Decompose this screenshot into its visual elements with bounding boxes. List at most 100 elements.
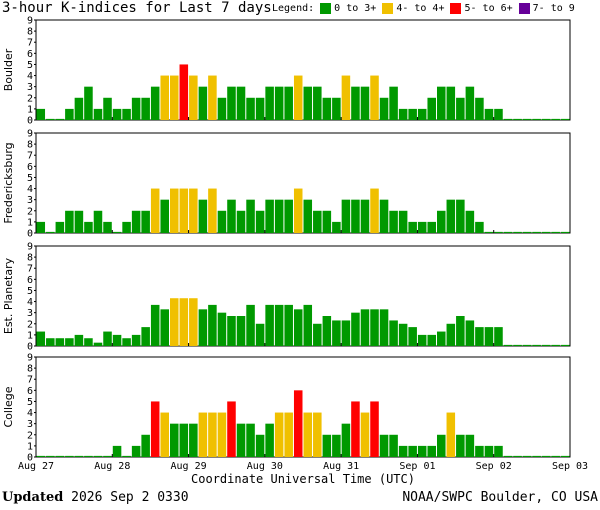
y-tick-label-0-6: 6 — [27, 49, 33, 60]
bar-2-9 — [122, 338, 131, 346]
x-tick-label-2: Aug 29 — [171, 461, 207, 472]
y-tick-label-0-0: 0 — [27, 116, 33, 127]
y-tick-label-2-5: 5 — [27, 286, 33, 297]
bar-2-33 — [351, 312, 360, 346]
bar-3-6 — [93, 455, 103, 457]
y-tick-label-0-7: 7 — [27, 38, 33, 49]
bar-3-47 — [484, 445, 494, 457]
bar-1-6 — [93, 210, 103, 233]
bar-1-28 — [303, 199, 313, 233]
bar-2-49 — [503, 344, 513, 346]
bar-1-25 — [274, 199, 284, 233]
bar-2-14 — [170, 298, 179, 346]
y-tick-label-1-9: 9 — [27, 129, 33, 140]
legend-label: Legend: — [272, 3, 315, 14]
bar-3-12 — [150, 401, 160, 457]
y-tick-label-2-6: 6 — [27, 275, 33, 286]
bar-3-18 — [208, 412, 217, 457]
bar-1-3 — [65, 210, 74, 233]
bar-2-22 — [246, 304, 255, 346]
legend-swatch-3 — [518, 3, 530, 14]
bar-3-30 — [322, 434, 332, 457]
bar-1-33 — [351, 199, 360, 233]
bar-2-53 — [541, 344, 551, 346]
y-tick-label-1-3: 3 — [27, 195, 33, 206]
bar-0-54 — [551, 118, 560, 120]
y-tick-label-2-1: 1 — [27, 330, 33, 341]
bar-0-51 — [522, 118, 532, 120]
y-tick-label-0-5: 5 — [27, 60, 33, 71]
bar-0-46 — [475, 97, 484, 120]
legend-item-2: 5- to 6+ — [464, 3, 513, 14]
bar-3-17 — [198, 412, 208, 457]
bar-0-31 — [332, 97, 341, 120]
legend-item-1: 4- to 4+ — [396, 3, 445, 14]
bar-2-6 — [93, 342, 103, 346]
bar-0-8 — [112, 108, 122, 120]
bar-2-34 — [360, 309, 370, 346]
bar-3-54 — [551, 455, 560, 457]
bar-1-7 — [103, 221, 112, 233]
y-tick-label-1-4: 4 — [27, 184, 33, 195]
bar-2-29 — [313, 323, 322, 346]
bar-2-41 — [427, 334, 436, 346]
bar-0-3 — [65, 108, 74, 120]
bar-0-13 — [160, 75, 169, 120]
bar-2-23 — [255, 323, 265, 346]
panel-frame-0 — [35, 19, 571, 121]
bar-2-37 — [389, 320, 398, 346]
bar-1-23 — [255, 210, 265, 233]
bar-2-25 — [274, 304, 284, 346]
y-tick-label-1-1: 1 — [27, 217, 33, 228]
bar-0-12 — [150, 86, 160, 120]
bar-3-10 — [131, 445, 141, 457]
bar-0-2 — [55, 118, 65, 120]
bar-0-29 — [313, 86, 322, 120]
y-tick-label-3-2: 2 — [27, 430, 33, 441]
panel-label-0: Boulder — [2, 48, 15, 91]
bar-1-20 — [227, 199, 236, 233]
bar-0-28 — [303, 86, 313, 120]
bar-1-31 — [332, 221, 341, 233]
legend: Legend: 0 to 3+ 4- to 4+ 5- to 6+ 7- to … — [272, 3, 576, 14]
bar-2-30 — [322, 316, 332, 346]
bar-1-52 — [532, 231, 541, 233]
bar-2-8 — [112, 334, 122, 346]
bar-2-48 — [494, 327, 503, 346]
bar-3-16 — [189, 423, 198, 457]
bar-3-53 — [541, 455, 551, 457]
legend-item-0: 0 to 3+ — [334, 3, 377, 14]
bar-3-42 — [437, 434, 446, 457]
y-tick-label-0-4: 4 — [27, 71, 33, 82]
y-tick-label-3-7: 7 — [27, 375, 33, 386]
x-axis-label: Coordinate Universal Time (UTC) — [191, 472, 415, 486]
bar-3-21 — [236, 423, 246, 457]
legend-swatch-0 — [320, 3, 332, 14]
panel-frame-1 — [35, 132, 571, 234]
bar-3-50 — [513, 455, 522, 457]
bar-0-33 — [351, 86, 360, 120]
bar-2-7 — [103, 331, 112, 346]
bar-2-42 — [437, 331, 446, 346]
bar-0-49 — [503, 118, 513, 120]
bar-1-45 — [465, 210, 475, 233]
credit-footer: NOAA/SWPC Boulder, CO USA — [402, 490, 598, 505]
bar-0-24 — [265, 86, 274, 120]
x-tick-label-0: Aug 27 — [18, 461, 54, 472]
bar-2-11 — [141, 327, 150, 346]
bar-2-35 — [370, 309, 379, 346]
bar-1-2 — [55, 221, 65, 233]
x-tick-label-1: Aug 28 — [94, 461, 130, 472]
bar-2-39 — [408, 327, 417, 346]
bar-0-40 — [417, 108, 427, 120]
bar-2-45 — [465, 320, 475, 346]
bar-3-0 — [36, 455, 46, 457]
bar-3-44 — [456, 434, 465, 457]
bar-1-24 — [265, 199, 274, 233]
bar-1-11 — [141, 210, 150, 233]
bar-3-35 — [370, 401, 379, 457]
bar-1-19 — [217, 210, 227, 233]
y-tick-label-2-0: 0 — [27, 342, 33, 353]
bar-0-45 — [465, 86, 475, 120]
bar-0-5 — [84, 86, 93, 120]
